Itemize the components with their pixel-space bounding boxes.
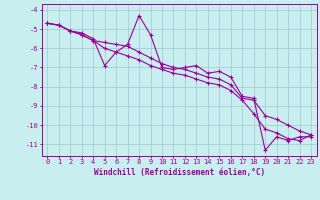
X-axis label: Windchill (Refroidissement éolien,°C): Windchill (Refroidissement éolien,°C) (94, 168, 265, 177)
